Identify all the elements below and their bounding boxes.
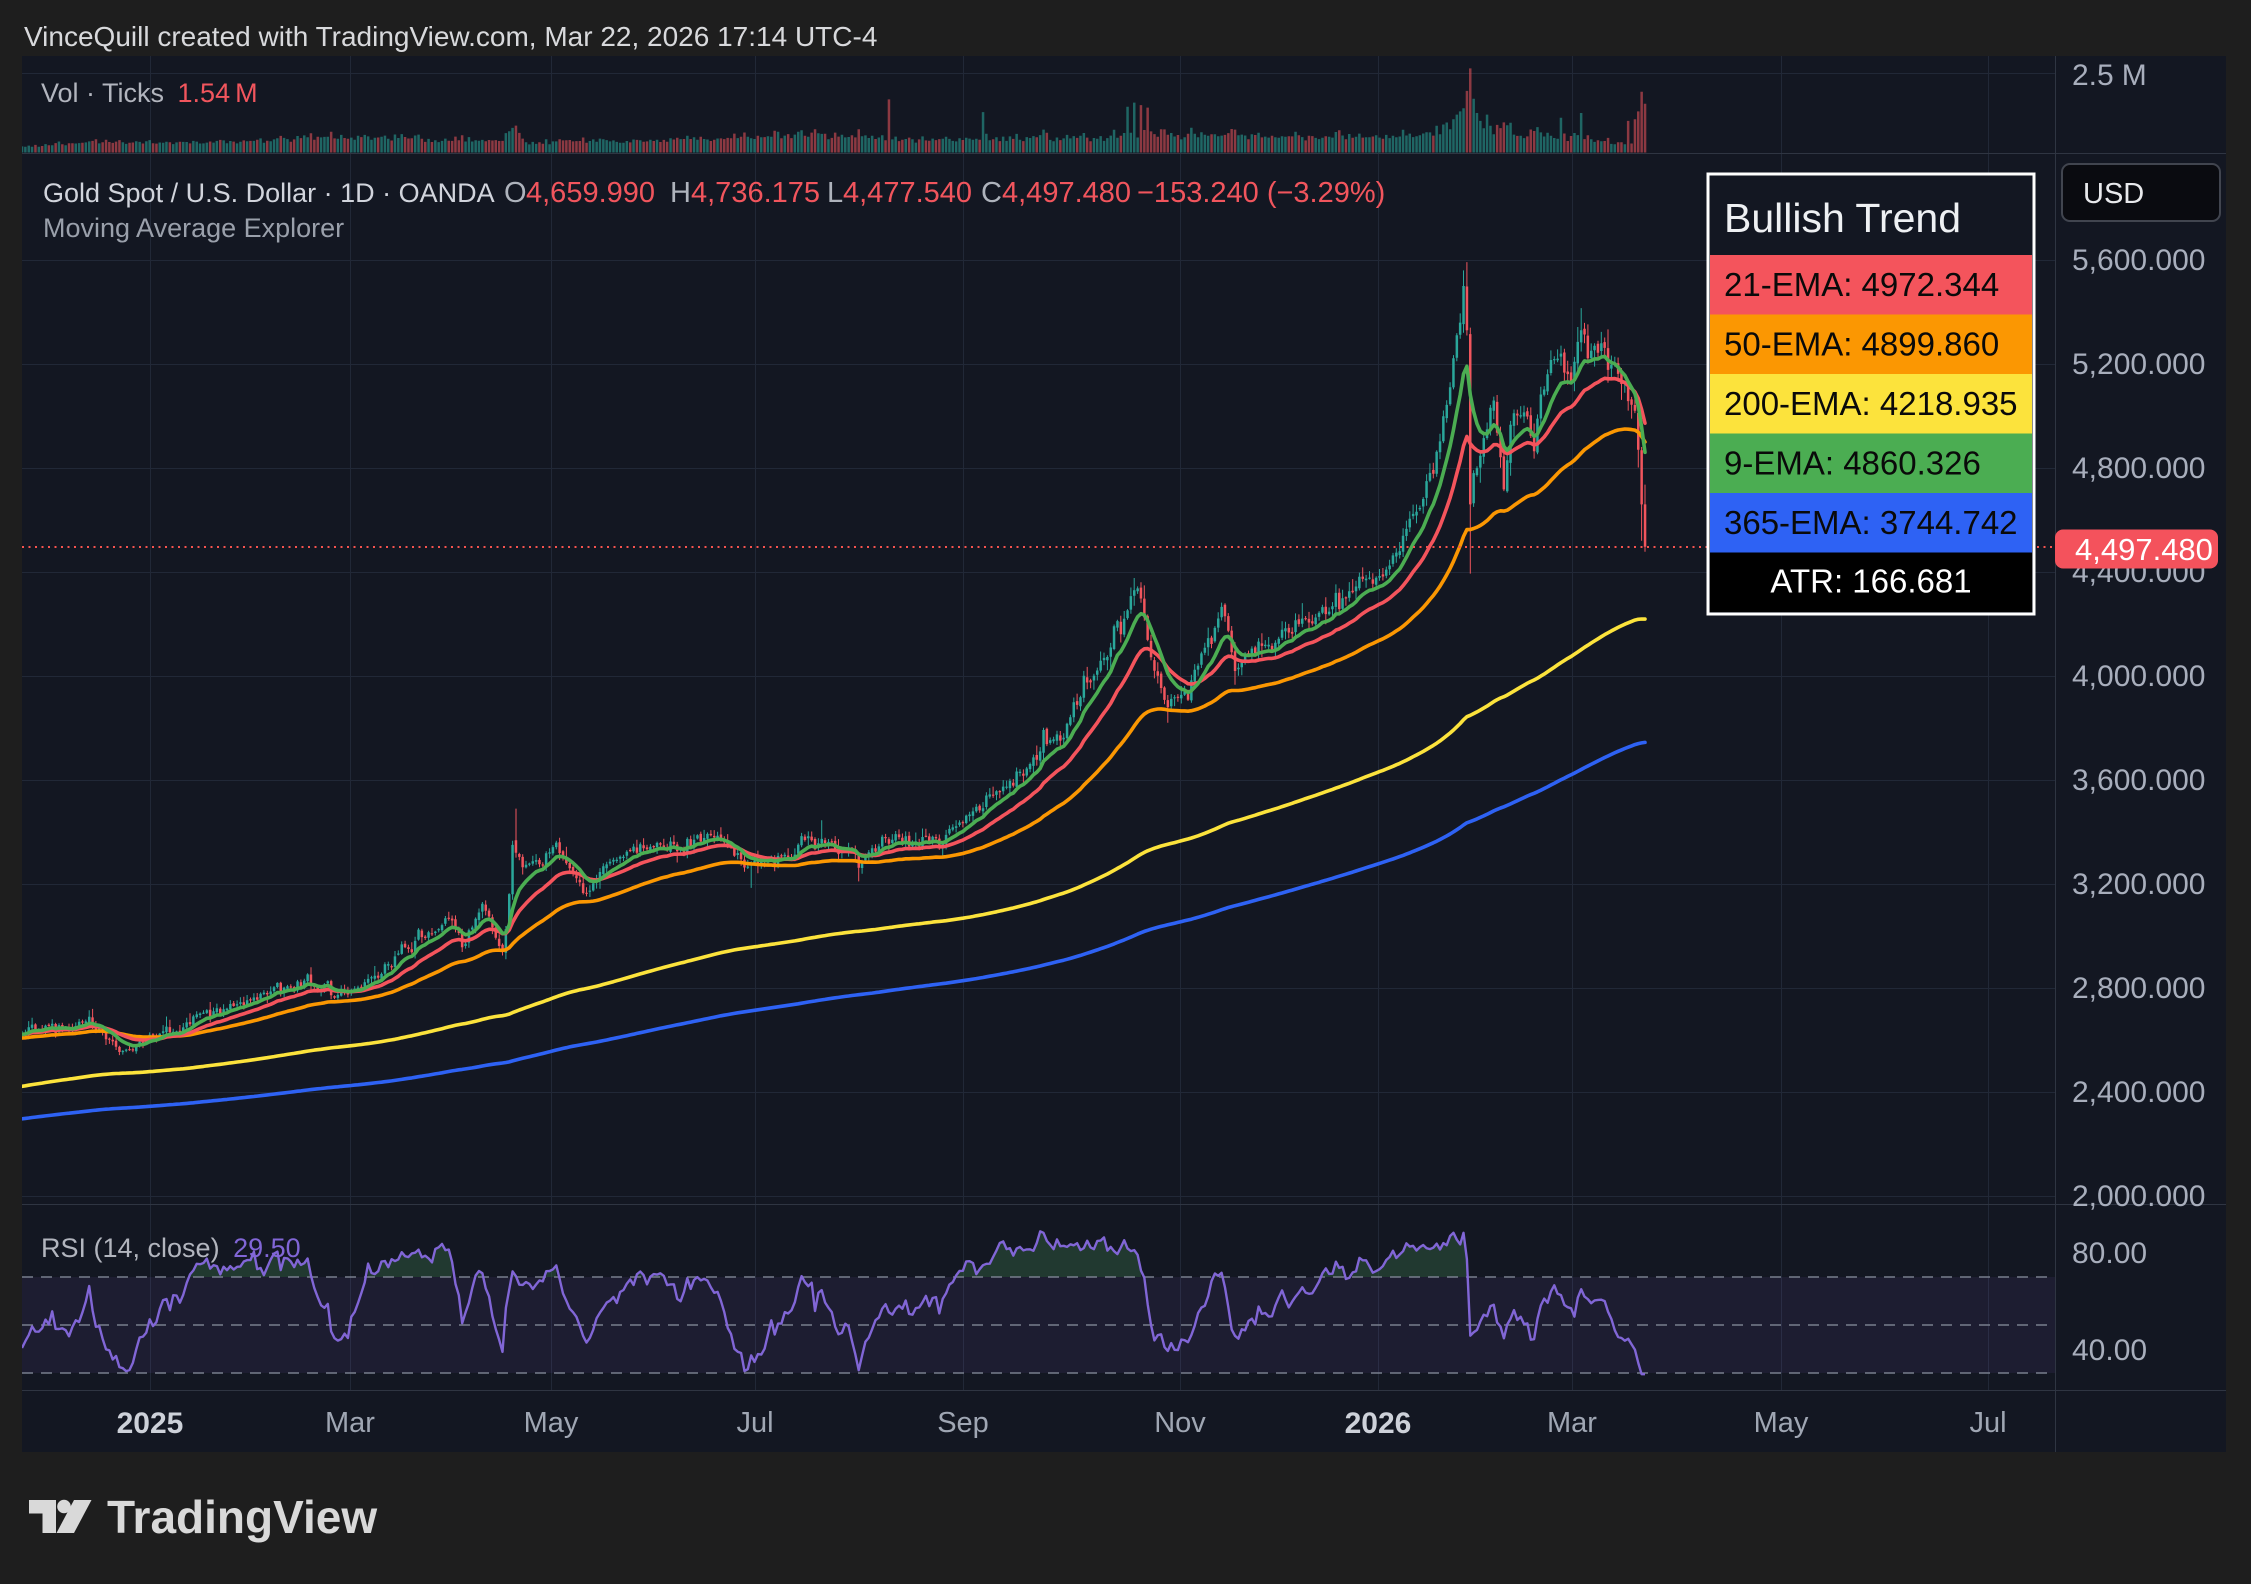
svg-text:Nov: Nov <box>1154 1407 1206 1439</box>
svg-text:ATR: 166.681: ATR: 166.681 <box>1770 563 1971 600</box>
svg-text:21-EMA: 4972.344: 21-EMA: 4972.344 <box>1724 266 1999 303</box>
svg-text:4,659.990: 4,659.990 <box>526 177 655 209</box>
svg-text:Gold Spot / U.S. Dollar · 1D ·: Gold Spot / U.S. Dollar · 1D · OANDA <box>43 178 495 208</box>
svg-text:4,800.000: 4,800.000 <box>2072 452 2205 485</box>
svg-text:365-EMA: 3744.742: 365-EMA: 3744.742 <box>1724 504 2018 541</box>
svg-text:C: C <box>981 177 1002 209</box>
svg-text:Jul: Jul <box>736 1407 773 1439</box>
svg-text:2026: 2026 <box>1345 1407 1412 1440</box>
svg-text:2,400.000: 2,400.000 <box>2072 1076 2205 1109</box>
svg-text:50-EMA: 4899.860: 50-EMA: 4899.860 <box>1724 326 1999 363</box>
svg-text:RSI (14, close) 29.50: RSI (14, close) 29.50 <box>41 1233 301 1263</box>
svg-text:Mar: Mar <box>325 1407 375 1439</box>
svg-text:Jul: Jul <box>1969 1407 2006 1439</box>
svg-text:H: H <box>670 177 691 209</box>
svg-text:TradingView: TradingView <box>107 1491 377 1543</box>
svg-text:4,497.480: 4,497.480 <box>1002 177 1131 209</box>
svg-text:Bullish Trend: Bullish Trend <box>1724 195 1961 241</box>
svg-text:USD: USD <box>2083 178 2144 210</box>
svg-text:Mar: Mar <box>1547 1407 1597 1439</box>
svg-text:3,600.000: 3,600.000 <box>2072 764 2205 797</box>
svg-text:May: May <box>1754 1407 1809 1439</box>
svg-text:4,000.000: 4,000.000 <box>2072 660 2205 693</box>
svg-text:4,477.540: 4,477.540 <box>843 177 972 209</box>
svg-text:2025: 2025 <box>117 1407 184 1440</box>
svg-text:4,736.175: 4,736.175 <box>691 177 820 209</box>
svg-text:−153.240 (−3.29%): −153.240 (−3.29%) <box>1137 177 1385 209</box>
svg-text:5,600.000: 5,600.000 <box>2072 244 2205 277</box>
svg-text:Moving Average Explorer: Moving Average Explorer <box>43 213 344 243</box>
svg-text:Vol · Ticks 1.54M: Vol · Ticks 1.54 M <box>41 78 258 108</box>
svg-text:4,497.480: 4,497.480 <box>2075 532 2213 567</box>
svg-text:O: O <box>504 177 527 209</box>
svg-text:200-EMA: 4218.935: 200-EMA: 4218.935 <box>1724 385 2018 422</box>
svg-text:3,200.000: 3,200.000 <box>2072 868 2205 901</box>
svg-text:40.00: 40.00 <box>2072 1334 2147 1367</box>
svg-text:80.00: 80.00 <box>2072 1237 2147 1270</box>
svg-text:2,800.000: 2,800.000 <box>2072 972 2205 1005</box>
svg-text:5,200.000: 5,200.000 <box>2072 348 2205 381</box>
svg-text:L: L <box>827 177 843 209</box>
svg-text:2.5M: 2.5 M <box>2072 59 2147 92</box>
svg-text:Sep: Sep <box>937 1407 989 1439</box>
svg-text:May: May <box>524 1407 579 1439</box>
svg-text:VinceQuill created with Tradin: VinceQuill created with TradingView.com,… <box>24 21 877 52</box>
svg-text:9-EMA: 4860.326: 9-EMA: 4860.326 <box>1724 445 1981 482</box>
svg-text:2,000.000: 2,000.000 <box>2072 1180 2205 1213</box>
